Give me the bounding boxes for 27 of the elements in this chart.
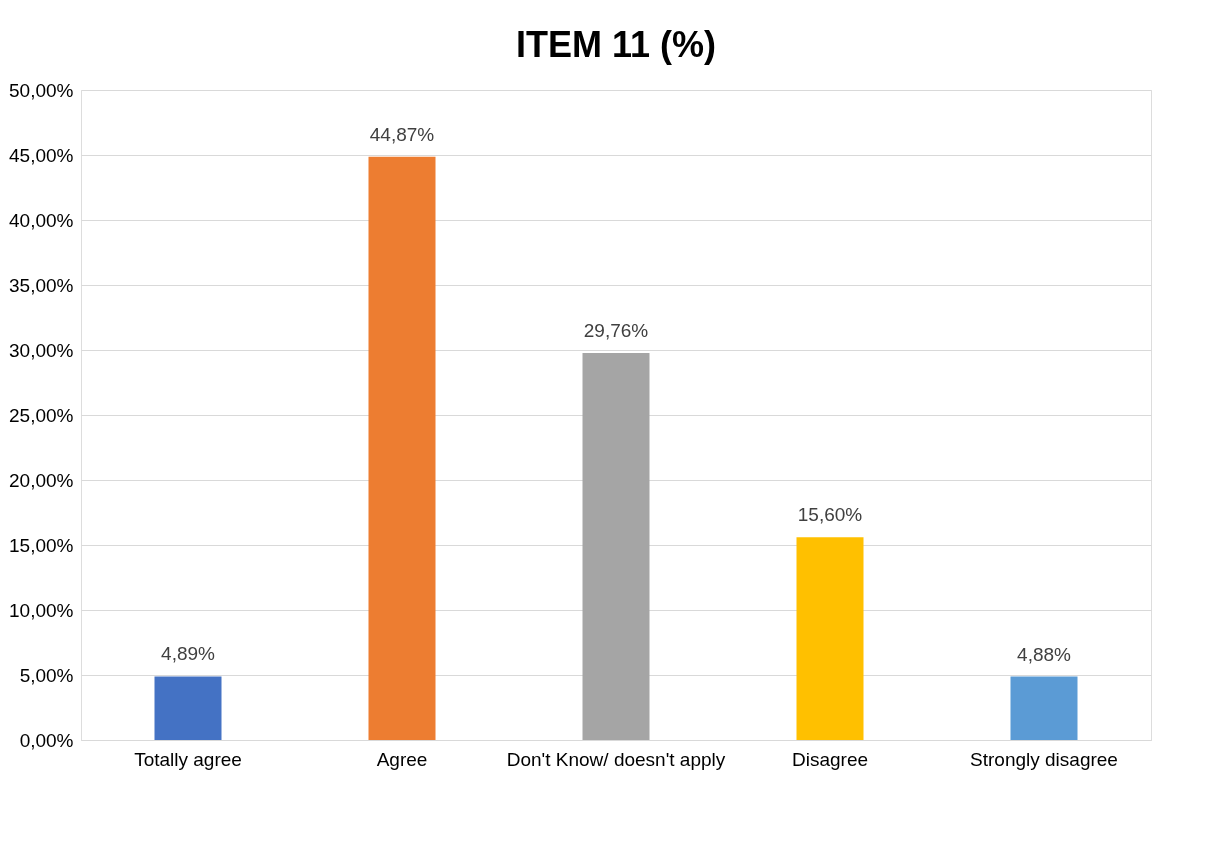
y-tick-label: 35,00% xyxy=(9,274,74,296)
bar xyxy=(796,537,864,740)
bar xyxy=(582,353,650,740)
bar xyxy=(1010,676,1078,740)
bar xyxy=(368,156,436,740)
x-tick-label: Strongly disagree xyxy=(970,748,1118,770)
y-tick-label: 25,00% xyxy=(9,404,74,426)
x-tick-label: Disagree xyxy=(791,748,869,770)
y-tick-label: 45,00% xyxy=(9,144,74,166)
y-tick-label: 5,00% xyxy=(19,664,74,686)
data-label: 44,87% xyxy=(369,123,435,145)
x-tick-label: Agree xyxy=(376,748,428,770)
data-label: 15,60% xyxy=(797,504,863,526)
y-tick-label: 20,00% xyxy=(9,469,74,491)
data-label: 29,76% xyxy=(583,320,649,342)
data-label: 4,88% xyxy=(1017,643,1072,665)
y-tick-label: 40,00% xyxy=(9,209,74,231)
y-tick-label: 15,00% xyxy=(9,534,74,556)
data-label: 4,89% xyxy=(161,643,216,665)
y-tick-label: 0,00% xyxy=(19,729,74,751)
y-tick-label: 10,00% xyxy=(9,599,74,621)
chart-title: ITEM 11 (%) xyxy=(515,24,717,65)
x-tick-label: Totally agree xyxy=(134,748,242,770)
y-tick-label: 50,00% xyxy=(9,79,74,101)
y-tick-label: 30,00% xyxy=(9,339,74,361)
x-tick-label: Don't Know/ doesn't apply xyxy=(506,748,726,770)
bar xyxy=(154,676,222,740)
